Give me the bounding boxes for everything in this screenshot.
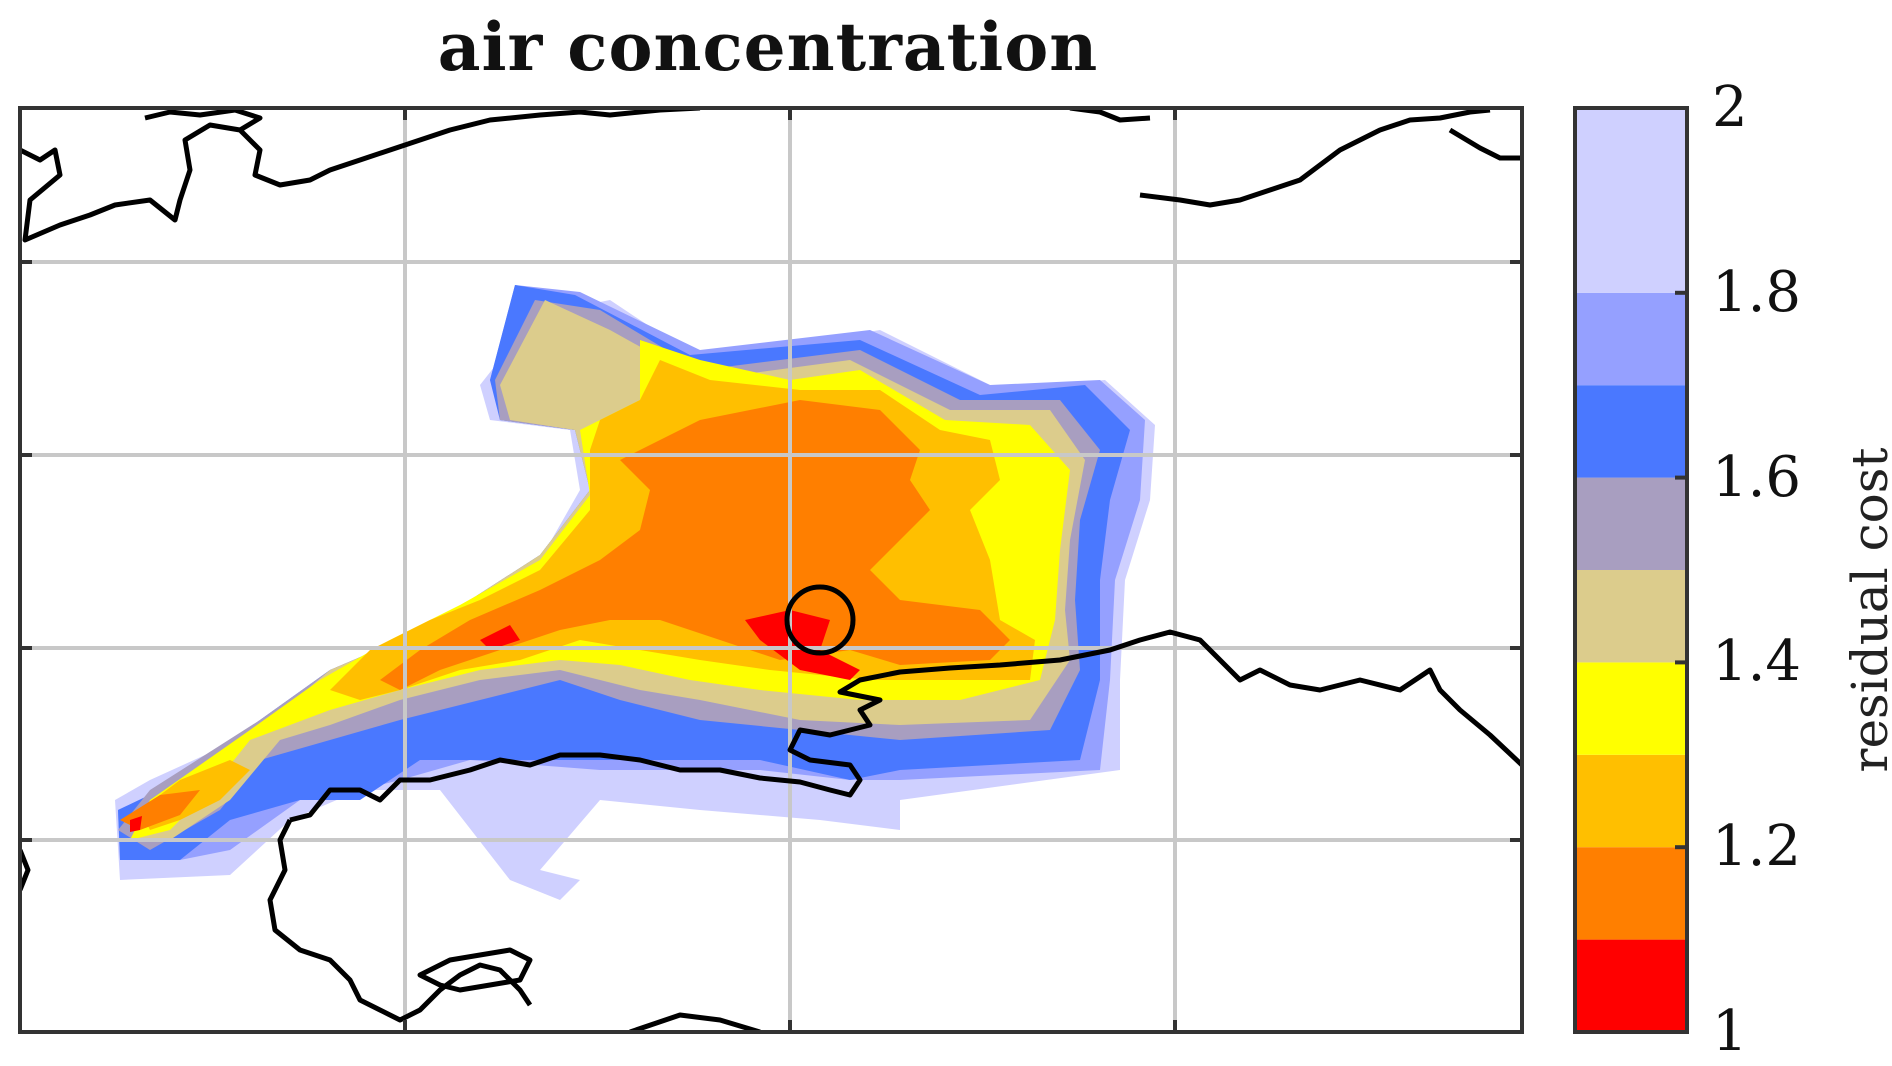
colorbar [1573, 106, 1689, 1034]
coastline-central-south [289, 629, 1522, 823]
source-location-marker[interactable] [784, 584, 856, 656]
map-frame [18, 106, 1524, 1034]
colorbar-band-7 [1575, 292, 1687, 386]
colorbar-tick-label-1: 1.8 [1712, 259, 1802, 325]
chart-title: air concentration [437, 8, 1099, 86]
colorbar-tick-label-3: 1.4 [1712, 629, 1802, 695]
colorbar-band-4 [1575, 570, 1687, 663]
coastline-south-island [417, 947, 533, 993]
colorbar-band-0 [1575, 939, 1687, 1032]
contour-1.1-1.2 [120, 400, 1010, 830]
coastline-south-spur [629, 1012, 761, 1032]
coastline-north-west [20, 108, 701, 243]
colorbar-tick-label-2: 1.6 [1712, 444, 1802, 510]
coastline-north-east [1139, 108, 1522, 208]
colorbar-band-2 [1575, 754, 1687, 848]
colorbar-tick-label-0: 2 [1712, 75, 1748, 140]
colorbar-band-8 [1575, 108, 1687, 293]
colorbar-frame [1573, 106, 1689, 1034]
map-gridlines [20, 108, 1522, 1032]
colorbar-band-5 [1575, 477, 1687, 570]
colorbar-tick-label-5: 1 [1712, 999, 1748, 1064]
concentration-field [115, 285, 1155, 900]
colorbar-band-6 [1575, 385, 1687, 478]
coastline-south-west [267, 818, 533, 1023]
colorbar-tick-label-4: 1.2 [1712, 814, 1802, 880]
coastline-west-edge [20, 849, 31, 891]
colorbar-band-3 [1575, 662, 1687, 755]
frame-ticks [20, 108, 1522, 1032]
coastlines [20, 108, 1522, 1032]
colorbar-band-1 [1575, 847, 1687, 940]
coastline-north-peninsula [144, 108, 263, 133]
colorbar-label: residual cost [1841, 447, 1892, 773]
